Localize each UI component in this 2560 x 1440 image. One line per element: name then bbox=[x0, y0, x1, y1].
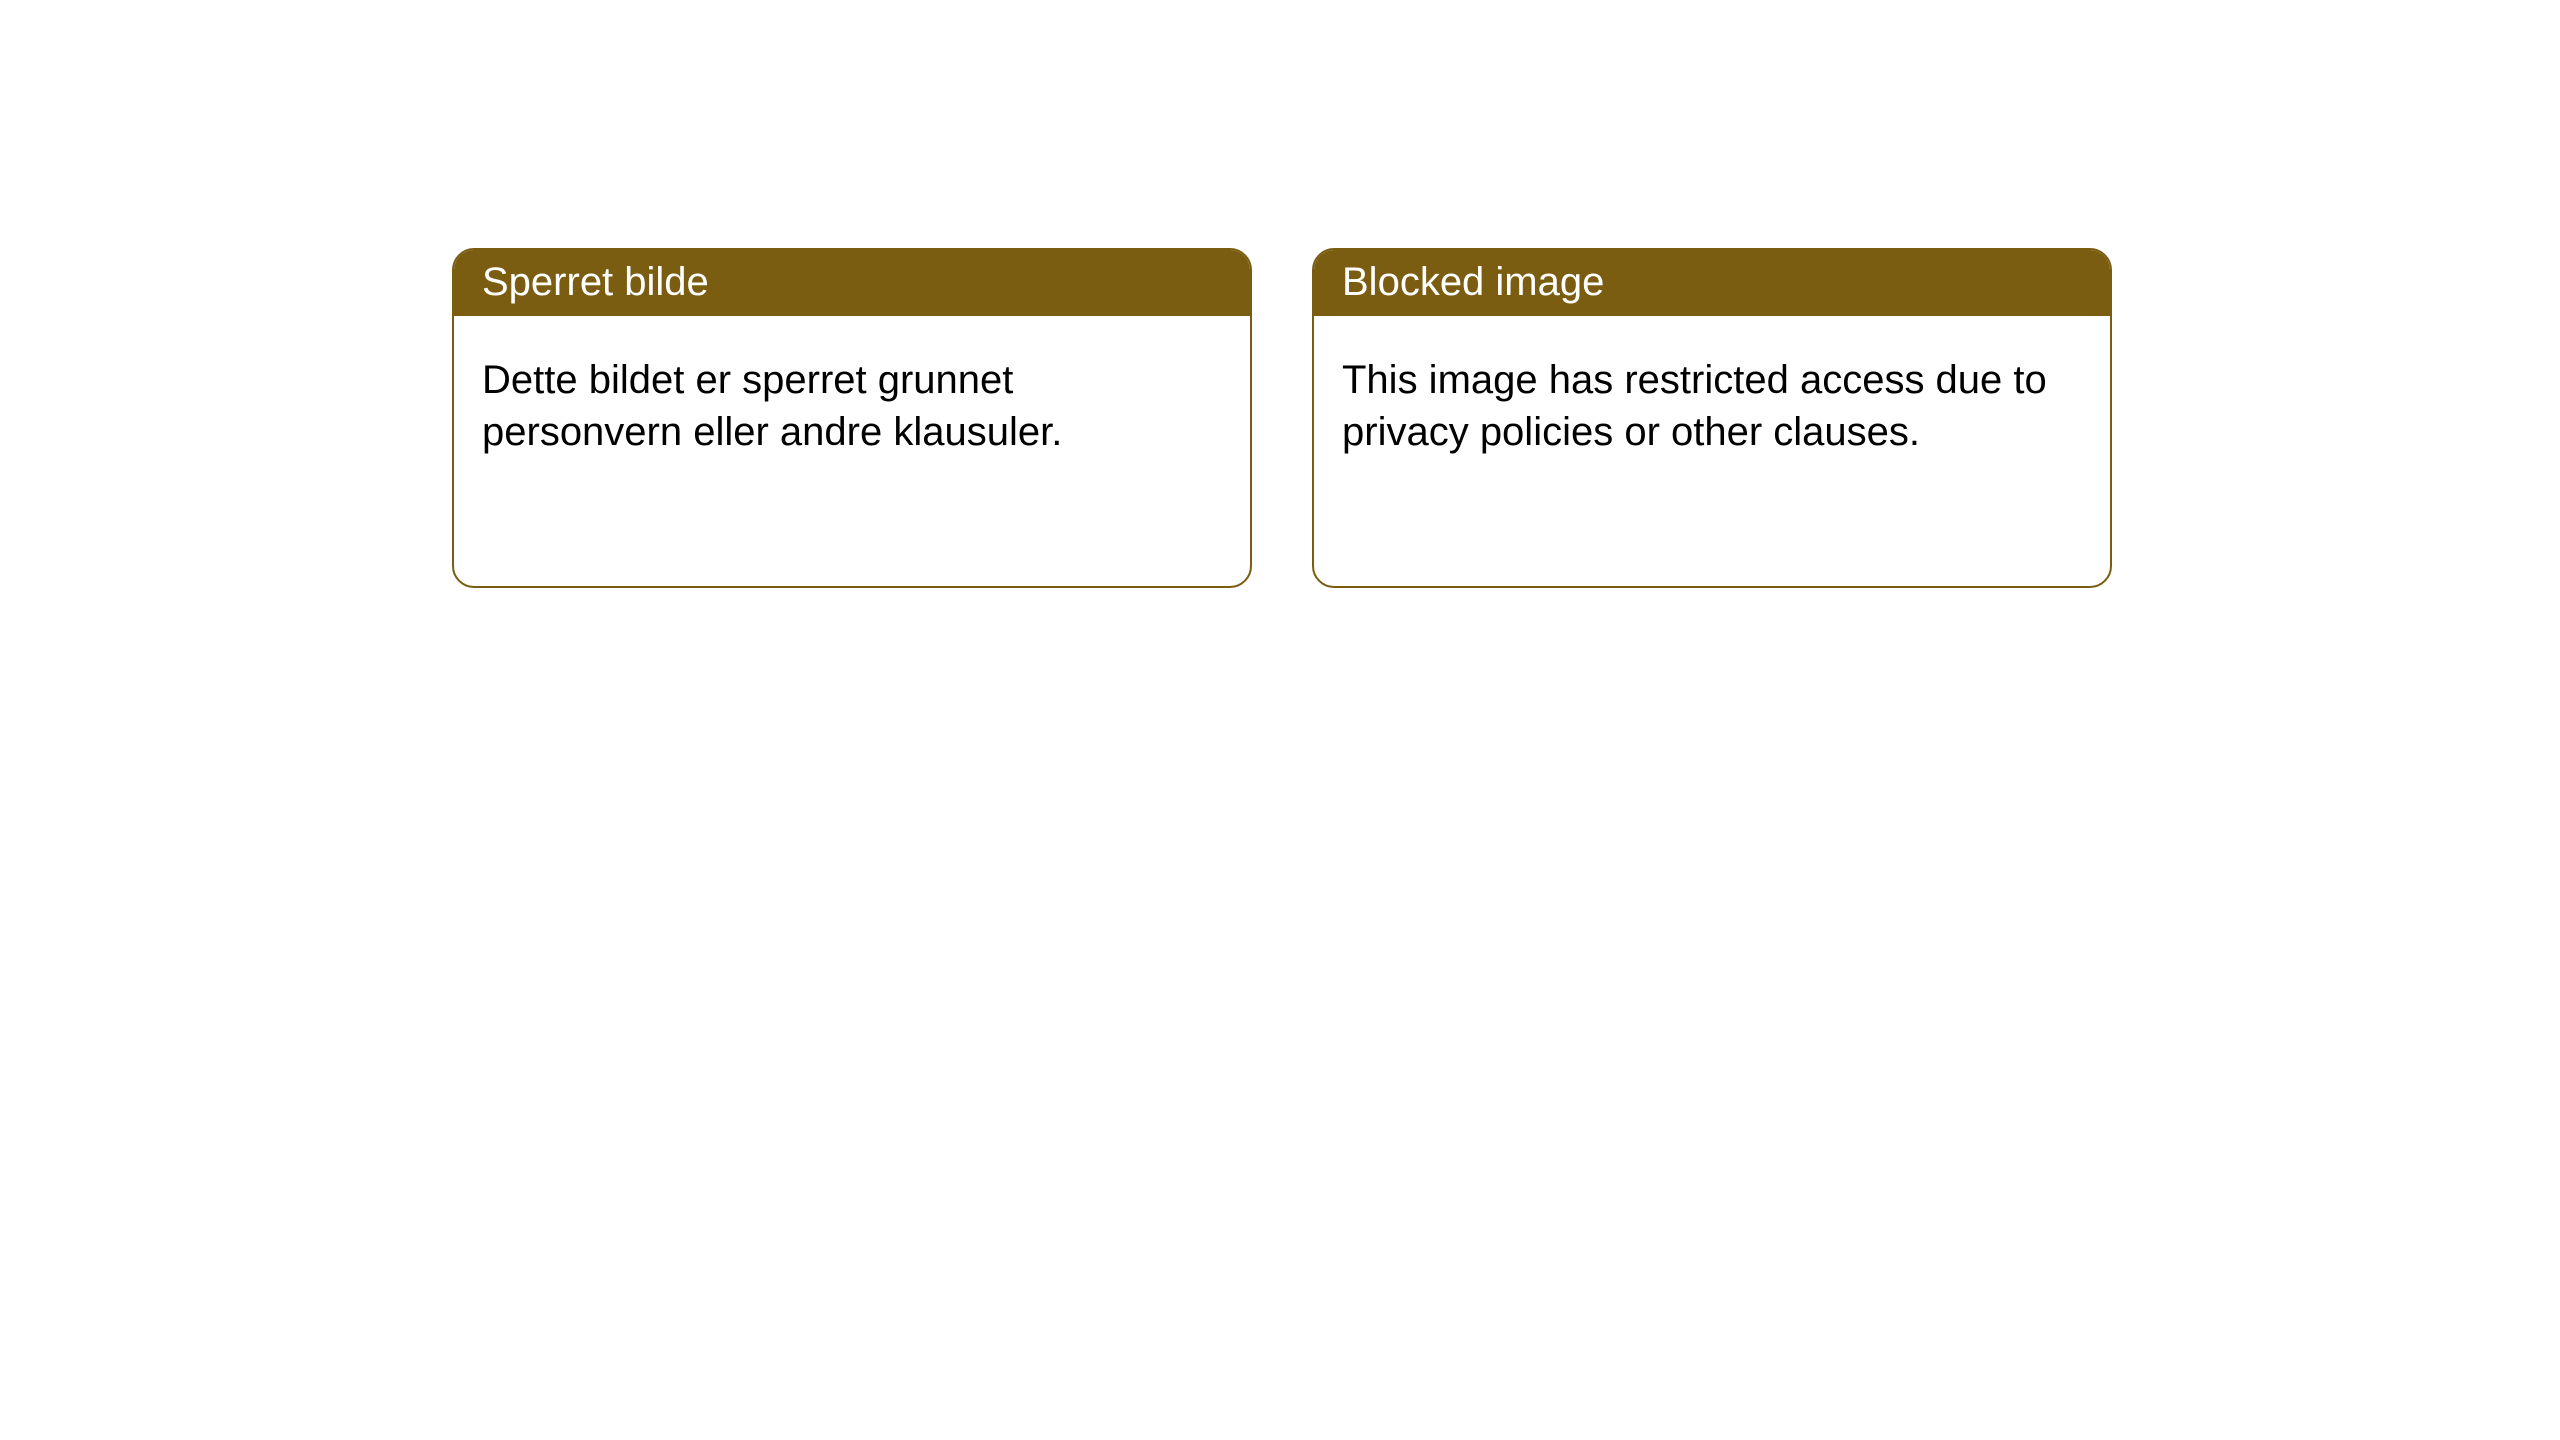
blocked-image-card-no: Sperret bilde Dette bildet er sperret gr… bbox=[452, 248, 1252, 588]
card-body: Dette bildet er sperret grunnet personve… bbox=[454, 316, 1250, 486]
card-header: Sperret bilde bbox=[454, 250, 1250, 316]
card-header: Blocked image bbox=[1314, 250, 2110, 316]
blocked-image-card-en: Blocked image This image has restricted … bbox=[1312, 248, 2112, 588]
card-body: This image has restricted access due to … bbox=[1314, 316, 2110, 486]
notice-container: Sperret bilde Dette bildet er sperret gr… bbox=[0, 0, 2560, 588]
